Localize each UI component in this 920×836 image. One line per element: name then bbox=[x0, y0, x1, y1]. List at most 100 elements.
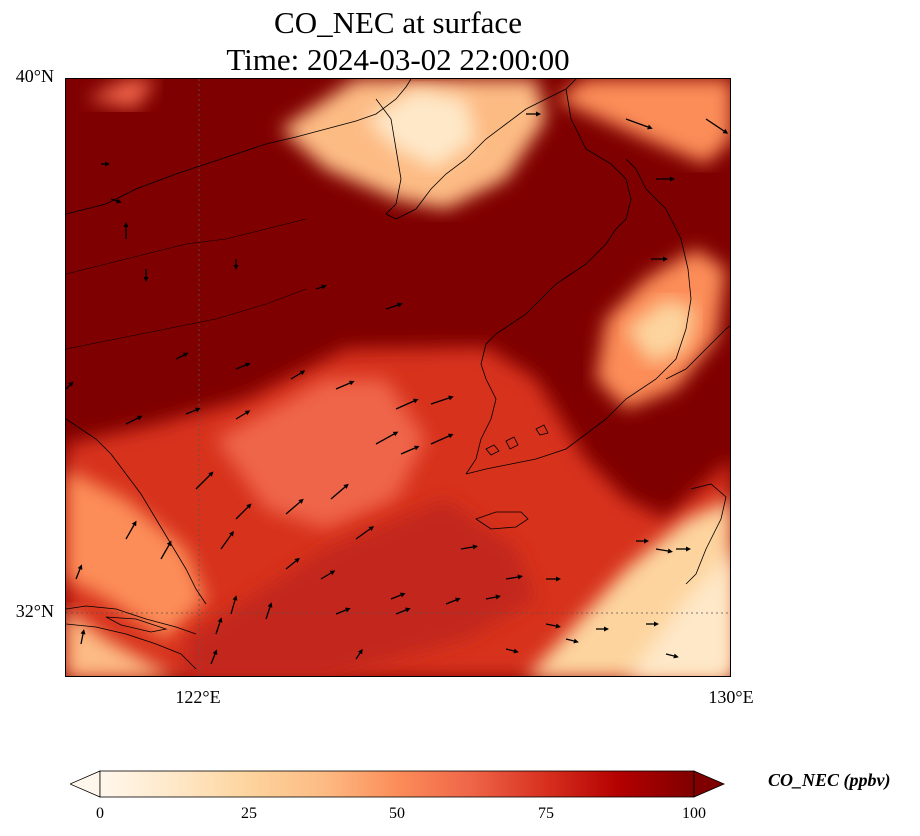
wind-arrow-shaft bbox=[110, 198, 118, 202]
field-southeast-lightest bbox=[627, 551, 730, 676]
coastlines bbox=[66, 79, 730, 670]
wind-arrow-shaft bbox=[290, 372, 302, 380]
wind-arrow-head bbox=[143, 277, 149, 282]
coast-yangtze-north bbox=[66, 605, 197, 635]
wind-arrow-head bbox=[472, 544, 478, 550]
wind-arrow-head bbox=[131, 520, 137, 527]
wind-arrow-shaft bbox=[235, 364, 247, 370]
wind-arrow-head bbox=[345, 607, 351, 613]
wind-arrow-shaft bbox=[265, 606, 271, 620]
wind-arrow-shaft bbox=[430, 435, 450, 445]
wind-arrow-shaft bbox=[210, 653, 216, 665]
colorbar-gradient bbox=[99, 770, 695, 798]
field-southwest-band bbox=[66, 347, 730, 676]
wind-arrow-shaft bbox=[485, 596, 497, 600]
wind-arrow-head bbox=[573, 638, 579, 644]
wind-arrow-head bbox=[321, 284, 327, 290]
coast-korea-west bbox=[465, 88, 632, 475]
wind-arrow-shaft bbox=[460, 546, 474, 550]
wind-arrow-shaft bbox=[315, 286, 323, 290]
wind-arrow-head bbox=[654, 621, 659, 627]
wind-arrow-head bbox=[182, 352, 189, 358]
wind-arrow-shaft bbox=[75, 568, 81, 580]
wind-arrow-shaft bbox=[505, 648, 515, 652]
wind-arrow-head bbox=[244, 410, 251, 416]
wind-arrow-head bbox=[555, 623, 561, 629]
wind-arrow-shaft bbox=[235, 412, 247, 420]
wind-arrow-shaft bbox=[430, 397, 450, 405]
colorbar-tick-75: 75 bbox=[538, 805, 554, 822]
colorbar-tick-100: 100 bbox=[682, 805, 706, 822]
wind-arrow-shaft bbox=[445, 599, 457, 605]
lon-tick-130e: 130°E bbox=[708, 687, 754, 707]
wind-arrow-head bbox=[447, 433, 454, 439]
wind-arrow-head bbox=[673, 653, 679, 659]
wind-arrow-head bbox=[212, 649, 218, 655]
wind-arrow-head bbox=[294, 557, 300, 563]
wind-arrow-shaft bbox=[125, 524, 135, 540]
wind-arrow-head bbox=[299, 370, 306, 376]
wind-arrow-shaft bbox=[390, 594, 402, 600]
concentration-field bbox=[66, 79, 730, 676]
wind-arrow-shaft bbox=[285, 560, 297, 570]
colorbar-extend-min bbox=[70, 770, 101, 798]
wind-arrow-shaft bbox=[355, 528, 371, 540]
coast-inland-border bbox=[66, 288, 307, 350]
wind-arrow-shaft bbox=[66, 384, 71, 390]
coast-yangtze-island bbox=[105, 616, 168, 633]
field-east-plume-core bbox=[626, 299, 696, 364]
wind-arrow-shaft bbox=[220, 534, 232, 550]
wind-arrow-head bbox=[455, 597, 461, 603]
wind-arrow-head bbox=[298, 498, 304, 504]
wind-arrow-shaft bbox=[175, 354, 185, 360]
wind-arrow-shaft bbox=[505, 576, 519, 580]
coast-jiangsu bbox=[66, 418, 207, 605]
wind-arrow-shaft bbox=[625, 118, 649, 128]
wind-arrow-shaft bbox=[230, 599, 236, 615]
wind-arrow-shaft bbox=[195, 474, 211, 490]
lat-tick-40n: 40°N bbox=[15, 66, 54, 86]
wind-arrow-head bbox=[105, 161, 110, 167]
wind-arrow-head bbox=[556, 576, 561, 582]
wind-arrow-shaft bbox=[160, 544, 170, 560]
wind-arrow-shaft bbox=[335, 382, 351, 390]
wind-arrow-head bbox=[495, 594, 501, 600]
wind-arrow-head bbox=[368, 526, 375, 532]
wind-arrow-head bbox=[233, 265, 239, 270]
wind-arrow-head bbox=[604, 626, 609, 632]
field-northwest-speck bbox=[86, 79, 156, 109]
wind-arrow-head bbox=[329, 570, 336, 576]
wind-arrow-head bbox=[517, 574, 523, 580]
wind-arrow-head bbox=[246, 503, 252, 509]
wind-arrow-shaft bbox=[385, 304, 399, 310]
colorbar-tick-25: 25 bbox=[241, 805, 257, 822]
wind-arrow-head bbox=[644, 538, 649, 544]
lon-tick-122e: 122°E bbox=[175, 687, 221, 707]
wind-arrows bbox=[66, 111, 729, 665]
wind-arrow-shaft bbox=[335, 609, 347, 615]
wind-arrow-shaft bbox=[545, 623, 557, 627]
coast-japan bbox=[665, 325, 730, 380]
wind-arrow-shaft bbox=[320, 572, 332, 580]
wind-arrow-head bbox=[136, 415, 143, 421]
wind-arrow-shaft bbox=[395, 609, 407, 615]
wind-arrow-head bbox=[536, 111, 541, 117]
wind-arrow-shaft bbox=[375, 433, 395, 445]
wind-arrow-head bbox=[448, 395, 454, 401]
concentration-map bbox=[66, 79, 730, 676]
coast-shandong bbox=[66, 79, 412, 215]
wind-arrow-shaft bbox=[655, 548, 669, 552]
coast-jeju bbox=[475, 511, 529, 530]
wind-arrow-head bbox=[412, 398, 419, 404]
wind-arrow-head bbox=[722, 128, 729, 134]
wind-arrow-head bbox=[667, 548, 673, 554]
colorbar-extend-max bbox=[693, 770, 726, 798]
coast-korea-south bbox=[465, 418, 607, 475]
colorbar-label: CO_NEC (ppbv) bbox=[768, 770, 891, 790]
wind-arrow-shaft bbox=[400, 447, 416, 455]
wind-arrow-head bbox=[217, 617, 223, 623]
colorbar-tick-50: 50 bbox=[389, 805, 405, 822]
wind-arrow-head bbox=[513, 648, 519, 654]
wind-arrow-head bbox=[195, 407, 201, 413]
wind-arrow-head bbox=[349, 380, 355, 386]
